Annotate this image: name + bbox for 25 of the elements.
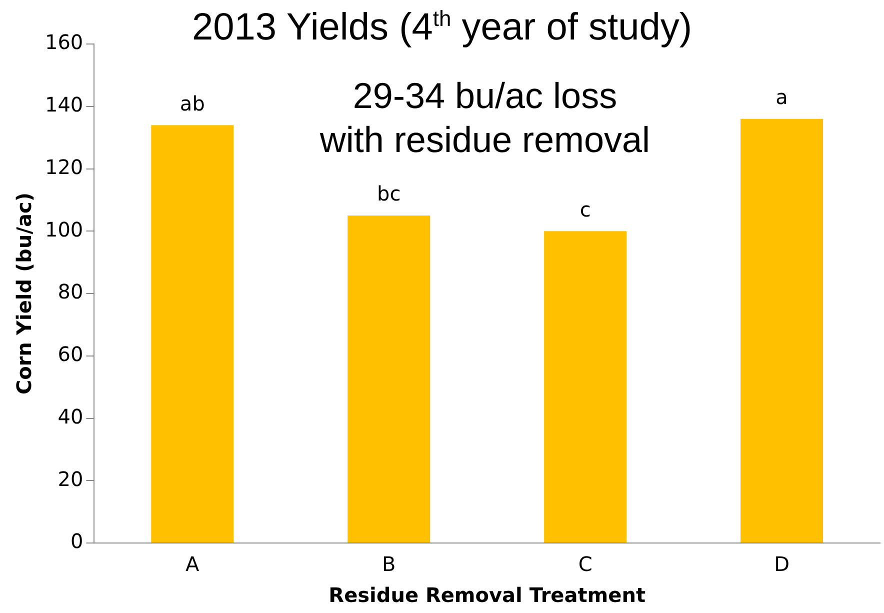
annotation: ab [180, 91, 205, 116]
annotation: a [776, 85, 788, 110]
y-axis-title: Corn Yield (bu/ac) [12, 192, 36, 395]
bar [740, 118, 824, 542]
y-tick-label: 0 [70, 529, 84, 554]
annotation: 29-34 bu/ac loss with residue removal [318, 74, 652, 162]
annotation: bc [377, 182, 401, 206]
y-tick-label: 60 [58, 342, 84, 366]
bar [544, 231, 627, 542]
y-tick-label: 160 [44, 30, 84, 54]
bar [348, 216, 430, 542]
y-tick-label: 20 [58, 466, 84, 491]
y-tick-label: 100 [44, 217, 84, 242]
annotation: c [580, 197, 591, 222]
x-tick-label: C [578, 552, 592, 576]
y-tick-label: 80 [58, 280, 84, 304]
x-tick-label: D [774, 552, 790, 576]
x-tick-label: A [186, 552, 200, 576]
chart-title: 2013 Yields (4$^{th}$ year of study) [192, 6, 692, 49]
bar [151, 125, 234, 542]
x-axis-title: Residue Removal Treatment [328, 583, 646, 608]
y-tick-label: 120 [44, 154, 84, 179]
x-tick-label: B [382, 552, 396, 576]
y-tick-label: 140 [44, 92, 84, 117]
y-tick-label: 40 [58, 404, 84, 428]
